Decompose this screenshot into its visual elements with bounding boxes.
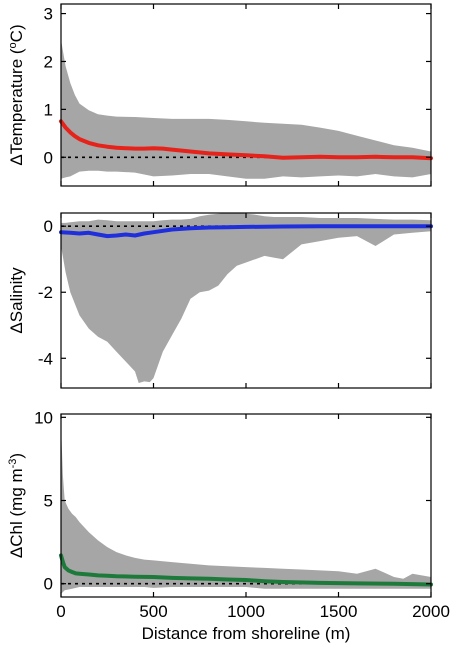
y-tick-label: 2 — [44, 52, 53, 71]
range-band — [61, 425, 431, 594]
y-axis-label-text: ΔTemperature ( — [7, 48, 26, 166]
y-axis-label-suffix: C) — [7, 24, 26, 42]
y-tick-label: -4 — [38, 349, 53, 368]
y-axis-label: ΔSalinity — [7, 267, 26, 334]
panel-3: 0 5 10 0 500 1000 1500 2000 ΔChl (mg m-3) Distanc… — [7, 408, 450, 643]
range-band — [61, 213, 431, 383]
x-tick-label: 500 — [139, 602, 167, 621]
y-tick-label: 0 — [44, 575, 53, 594]
y-axis-label: ΔChl (mg m-3) — [7, 453, 26, 558]
mean-line — [59, 553, 433, 587]
y-axis-label-text: ΔChl (mg m — [7, 468, 26, 558]
mean-line — [59, 119, 433, 161]
y-tick-label: 10 — [34, 408, 53, 427]
panel-1: 0 1 2 3 ΔTemperature (oC) — [7, 3, 433, 187]
y-axis-label-sup: -3 — [7, 459, 19, 469]
x-tick-label: 1000 — [227, 602, 265, 621]
y-axis-label: ΔTemperature (oC) — [7, 24, 26, 165]
mean-line — [59, 224, 433, 239]
x-tick-label: 1500 — [320, 602, 358, 621]
x-tick-label: 2000 — [412, 602, 450, 621]
y-tick-label: -2 — [38, 283, 53, 302]
panel-2: -4 -2 0 ΔSalinity — [7, 212, 433, 389]
y-tick-label: 3 — [44, 5, 53, 24]
x-axis-label: Distance from shoreline (m) — [142, 624, 351, 643]
y-tick-label: 0 — [44, 217, 53, 236]
y-tick-label: 0 — [44, 148, 53, 167]
y-tick-label: 5 — [44, 492, 53, 511]
range-band — [61, 39, 431, 179]
y-axis-label-sup: o — [7, 42, 19, 48]
x-tick-label: 0 — [56, 602, 65, 621]
y-axis-label-suffix: ) — [7, 453, 26, 459]
y-tick-label: 1 — [44, 100, 53, 119]
